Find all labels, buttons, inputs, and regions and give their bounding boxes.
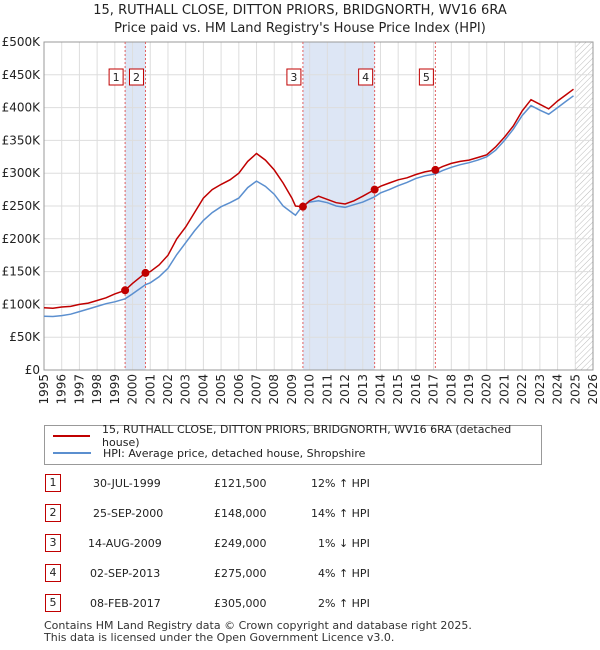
sale-marker-box xyxy=(418,68,434,86)
transaction-price: £121,500 xyxy=(214,477,267,490)
legend-swatch-hpi xyxy=(53,452,91,454)
chart-title: 15, RUTHALL CLOSE, DITTON PRIORS, BRIDGN… xyxy=(93,3,507,18)
sale-point xyxy=(121,286,130,295)
legend-swatch-price xyxy=(53,435,91,437)
chart-legend: 15, RUTHALL CLOSE, DITTON PRIORS, BRIDGN… xyxy=(44,423,542,465)
y-tick-label: £350K xyxy=(2,133,42,147)
legend-label-price: 15, RUTHALL CLOSE, DITTON PRIORS, BRIDGN… xyxy=(102,423,512,449)
transaction-badge: 3 xyxy=(45,534,61,552)
x-tick-label: 2017 xyxy=(427,374,441,405)
legend-label-hpi: HPI: Average price, detached house, Shro… xyxy=(103,446,366,460)
x-tick-label: 2018 xyxy=(444,374,458,405)
x-tick-label: 2004 xyxy=(196,374,210,405)
y-tick-label: £100K xyxy=(2,297,42,311)
x-tick-label: 2019 xyxy=(462,374,476,405)
x-tick-label: 2025 xyxy=(568,374,582,405)
sale-marker-label: 1 xyxy=(113,71,120,84)
sale-marker-box xyxy=(108,68,124,86)
x-tick-label: 2008 xyxy=(267,374,281,405)
transaction-price: £148,000 xyxy=(214,507,267,520)
sale-point xyxy=(141,268,150,277)
chart-subtitle: Price paid vs. HM Land Registry's House … xyxy=(114,21,486,36)
transaction-date: 14-AUG-2009 xyxy=(88,537,162,550)
sale-marker-label: 4 xyxy=(362,71,369,84)
transaction-date: 25-SEP-2000 xyxy=(93,507,164,520)
x-tick-label: 2000 xyxy=(126,374,140,405)
x-tick-label: 2014 xyxy=(373,374,387,405)
x-tick-label: 2015 xyxy=(391,374,405,405)
y-tick-label: £150K xyxy=(2,265,42,279)
x-tick-label: 2002 xyxy=(161,374,175,405)
sale-point xyxy=(298,202,307,211)
transaction-hpi: 1% ↓ HPI xyxy=(318,537,370,550)
legend-item-hpi: HPI: Average price, detached house, Shro… xyxy=(53,445,365,461)
x-tick-label: 1999 xyxy=(108,374,122,405)
y-tick-label: £400K xyxy=(2,101,42,115)
footer-copyright: Contains HM Land Registry data © Crown c… xyxy=(44,619,472,632)
y-tick-label: £250K xyxy=(2,199,42,213)
y-tick-label: £450K xyxy=(2,68,42,82)
transaction-badge: 2 xyxy=(45,504,61,522)
x-tick-label: 2024 xyxy=(551,374,565,405)
x-tick-label: 2006 xyxy=(232,374,246,405)
table-row: 4 02-SEP-2013 £275,000 4% ↑ HPI xyxy=(0,563,600,585)
footer-licence: This data is licensed under the Open Gov… xyxy=(44,631,395,644)
transaction-hpi: 2% ↑ HPI xyxy=(318,597,370,610)
x-tick-label: 1995 xyxy=(37,374,51,405)
y-tick-label: £200K xyxy=(2,232,42,246)
transaction-badge: 4 xyxy=(45,564,61,582)
x-tick-label: 2026 xyxy=(586,374,600,405)
x-tick-label: 2001 xyxy=(143,374,157,405)
x-tick-label: 2003 xyxy=(179,374,193,405)
transaction-hpi: 12% ↑ HPI xyxy=(311,477,370,490)
table-row: 5 08-FEB-2017 £305,000 2% ↑ HPI xyxy=(0,593,600,615)
transaction-price: £275,000 xyxy=(214,567,267,580)
x-tick-label: 2022 xyxy=(515,374,529,405)
legend-item-price: 15, RUTHALL CLOSE, DITTON PRIORS, BRIDGN… xyxy=(53,423,541,449)
x-tick-label: 2010 xyxy=(303,374,317,405)
sale-marker-box xyxy=(128,68,144,86)
transaction-date: 08-FEB-2017 xyxy=(90,597,161,610)
x-tick-label: 2021 xyxy=(497,374,511,405)
y-tick-label: £50K xyxy=(9,330,41,344)
y-tick-label: £500K xyxy=(2,35,42,49)
x-tick-label: 2016 xyxy=(409,374,423,405)
sale-point xyxy=(370,185,379,194)
sale-marker-label: 3 xyxy=(290,71,297,84)
table-row: 1 30-JUL-1999 £121,500 12% ↑ HPI xyxy=(0,473,600,495)
price-chart: £0 £50K £100K £150K £200K £250K £300K £350K £400… xyxy=(2,35,600,405)
price-series-line xyxy=(43,88,574,310)
x-tick-label: 2012 xyxy=(338,374,352,405)
y-tick-label: £0 xyxy=(25,363,40,377)
sale-marker-box xyxy=(358,68,374,86)
x-tick-label: 2011 xyxy=(320,374,334,405)
x-tick-label: 1998 xyxy=(90,374,104,405)
table-row: 2 25-SEP-2000 £148,000 14% ↑ HPI xyxy=(0,503,600,525)
transaction-badge: 1 xyxy=(45,474,61,492)
x-tick-label: 2007 xyxy=(250,374,264,405)
x-tick-label: 2005 xyxy=(214,374,228,405)
transaction-price: £305,000 xyxy=(214,597,267,610)
transaction-badge: 5 xyxy=(45,594,61,612)
x-tick-label: 2023 xyxy=(533,374,547,405)
transaction-hpi: 4% ↑ HPI xyxy=(318,567,370,580)
plot-border xyxy=(43,41,594,371)
x-tick-label: 2009 xyxy=(285,374,299,405)
transaction-hpi: 14% ↑ HPI xyxy=(311,507,370,520)
transaction-date: 30-JUL-1999 xyxy=(93,477,161,490)
x-tick-label: 2013 xyxy=(356,374,370,405)
x-tick-label: 1996 xyxy=(55,374,69,405)
transaction-date: 02-SEP-2013 xyxy=(90,567,161,580)
x-tick-label: 1997 xyxy=(72,374,86,405)
sale-marker-box xyxy=(286,68,302,86)
y-tick-label: £300K xyxy=(2,166,42,180)
sale-marker-label: 2 xyxy=(133,71,140,84)
table-row: 3 14-AUG-2009 £249,000 1% ↓ HPI xyxy=(0,533,600,555)
transaction-price: £249,000 xyxy=(214,537,267,550)
sale-point xyxy=(431,165,440,174)
sale-marker-label: 5 xyxy=(423,71,430,84)
x-tick-label: 2020 xyxy=(480,374,494,405)
